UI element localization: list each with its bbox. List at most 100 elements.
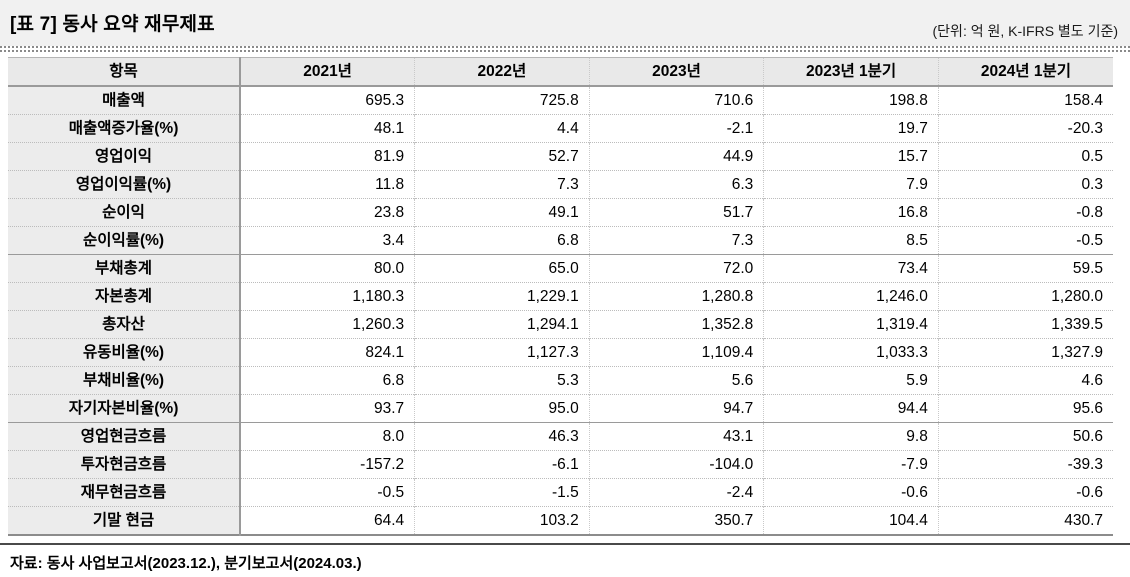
- cell-value: -2.1: [588, 114, 764, 143]
- cell-value: 725.8: [414, 86, 590, 115]
- row-label: 자본총계: [8, 282, 242, 311]
- cell-value: 158.4: [937, 86, 1113, 115]
- column-header-period: 2023년: [588, 57, 764, 87]
- cell-value: -0.5: [239, 478, 415, 507]
- cell-value: 64.4: [239, 506, 415, 535]
- cell-value: 94.7: [588, 394, 764, 423]
- table-body: 매출액 695.3 725.8 710.6 198.8 158.4 매출액증가율(%) 48.…: [8, 86, 1113, 535]
- cell-value: 6.3: [588, 170, 764, 199]
- cell-value: 16.8: [763, 198, 939, 227]
- row-label: 자기자본비율(%): [8, 394, 242, 423]
- cell-value: 4.4: [414, 114, 590, 143]
- row-label: 부채비율(%): [8, 366, 242, 395]
- cell-value: 1,327.9: [937, 338, 1113, 367]
- cell-value: 1,033.3: [763, 338, 939, 367]
- cell-value: -6.1: [414, 450, 590, 479]
- cell-value: 1,246.0: [763, 282, 939, 311]
- table-row: 영업이익률(%) 11.8 7.3 6.3 7.9 0.3: [8, 170, 1113, 199]
- cell-value: 72.0: [588, 254, 764, 283]
- source-note: 자료: 동사 사업보고서(2023.12.), 분기보고서(2024.03.): [10, 555, 362, 572]
- row-label: 영업이익: [8, 142, 242, 171]
- cell-value: 23.8: [239, 198, 415, 227]
- table-row: 기말 현금 64.4 103.2 350.7 104.4 430.7: [8, 506, 1113, 535]
- cell-value: 430.7: [937, 506, 1113, 535]
- cell-value: 695.3: [239, 86, 415, 115]
- cell-value: -104.0: [588, 450, 764, 479]
- cell-value: 44.9: [588, 142, 764, 171]
- row-label: 순이익률(%): [8, 226, 242, 255]
- cell-value: 43.1: [588, 422, 764, 451]
- cell-value: 8.0: [239, 422, 415, 451]
- row-label: 매출액: [8, 86, 242, 115]
- cell-value: 51.7: [588, 198, 764, 227]
- cell-value: 80.0: [239, 254, 415, 283]
- table-row: 투자현금흐름 -157.2 -6.1 -104.0 -7.9 -39.3: [8, 450, 1113, 479]
- cell-value: 1,294.1: [414, 310, 590, 339]
- cell-value: 350.7: [588, 506, 764, 535]
- cell-value: 1,260.3: [239, 310, 415, 339]
- cell-value: 11.8: [239, 170, 415, 199]
- cell-value: -7.9: [763, 450, 939, 479]
- cell-value: 19.7: [763, 114, 939, 143]
- cell-value: 52.7: [414, 142, 590, 171]
- cell-value: 198.8: [763, 86, 939, 115]
- cell-value: 710.6: [588, 86, 764, 115]
- bottom-divider: [0, 543, 1130, 545]
- dotted-divider: [0, 46, 1130, 52]
- cell-value: 0.3: [937, 170, 1113, 199]
- row-label: 기말 현금: [8, 506, 242, 535]
- cell-value: 6.8: [414, 226, 590, 255]
- row-label: 부채총계: [8, 254, 242, 283]
- cell-value: 1,109.4: [588, 338, 764, 367]
- cell-value: 3.4: [239, 226, 415, 255]
- row-label: 순이익: [8, 198, 242, 227]
- cell-value: 48.1: [239, 114, 415, 143]
- table-row: 순이익 23.8 49.1 51.7 16.8 -0.8: [8, 198, 1113, 227]
- table-row: 자본총계 1,180.3 1,229.1 1,280.8 1,246.0 1,280.0: [8, 282, 1113, 311]
- cell-value: 1,127.3: [414, 338, 590, 367]
- cell-value: 8.5: [763, 226, 939, 255]
- table-header: 항목 2021년 2022년 2023년 2023년 1분기 2024년 1분기: [8, 57, 1113, 87]
- cell-value: 50.6: [937, 422, 1113, 451]
- table-row: 부채비율(%) 6.8 5.3 5.6 5.9 4.6: [8, 366, 1113, 395]
- cell-value: 1,180.3: [239, 282, 415, 311]
- table-row: 영업이익 81.9 52.7 44.9 15.7 0.5: [8, 142, 1113, 171]
- table-row: 유동비율(%) 824.1 1,127.3 1,109.4 1,033.3 1,327.9: [8, 338, 1113, 367]
- table-row: 총자산 1,260.3 1,294.1 1,352.8 1,319.4 1,339.5: [8, 310, 1113, 339]
- column-header-period: 2021년: [239, 57, 415, 87]
- row-label: 재무현금흐름: [8, 478, 242, 507]
- row-label: 영업현금흐름: [8, 422, 242, 451]
- table-row: 부채총계 80.0 65.0 72.0 73.4 59.5: [8, 254, 1113, 283]
- table-title: [표 7] 동사 요약 재무제표: [10, 14, 215, 35]
- cell-value: 94.4: [763, 394, 939, 423]
- cell-value: 1,319.4: [763, 310, 939, 339]
- row-label: 유동비율(%): [8, 338, 242, 367]
- cell-value: -157.2: [239, 450, 415, 479]
- cell-value: 7.3: [588, 226, 764, 255]
- cell-value: 93.7: [239, 394, 415, 423]
- cell-value: 6.8: [239, 366, 415, 395]
- cell-value: 7.9: [763, 170, 939, 199]
- row-label: 매출액증가율(%): [8, 114, 242, 143]
- cell-value: 824.1: [239, 338, 415, 367]
- cell-value: 1,280.0: [937, 282, 1113, 311]
- row-label: 투자현금흐름: [8, 450, 242, 479]
- cell-value: 1,339.5: [937, 310, 1113, 339]
- cell-value: 95.6: [937, 394, 1113, 423]
- cell-value: 15.7: [763, 142, 939, 171]
- cell-value: 5.9: [763, 366, 939, 395]
- column-header-period: 2023년 1분기: [763, 57, 939, 87]
- row-label: 영업이익률(%): [8, 170, 242, 199]
- cell-value: 46.3: [414, 422, 590, 451]
- financial-summary-table: 항목 2021년 2022년 2023년 2023년 1분기 2024년 1분기 매출액 6…: [8, 57, 1113, 536]
- table-row: 매출액 695.3 725.8 710.6 198.8 158.4: [8, 86, 1113, 115]
- table-row: 순이익률(%) 3.4 6.8 7.3 8.5 -0.5: [8, 226, 1113, 255]
- cell-value: 0.5: [937, 142, 1113, 171]
- cell-value: -2.4: [588, 478, 764, 507]
- cell-value: 9.8: [763, 422, 939, 451]
- cell-value: 1,280.8: [588, 282, 764, 311]
- column-header-period: 2024년 1분기: [937, 57, 1113, 87]
- cell-value: -39.3: [937, 450, 1113, 479]
- cell-value: -0.6: [937, 478, 1113, 507]
